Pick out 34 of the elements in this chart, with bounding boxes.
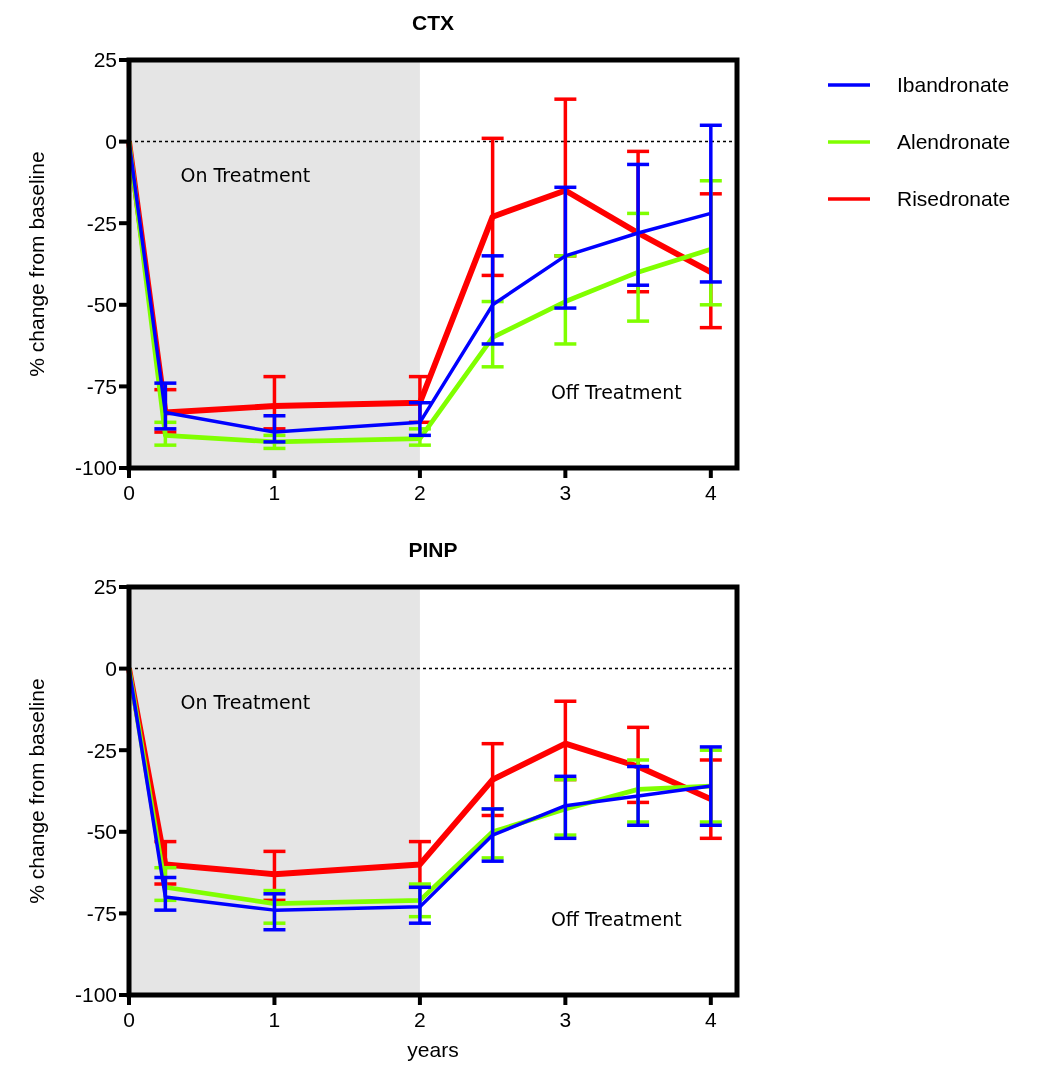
x-tick-label: 0: [123, 1008, 135, 1031]
y-axis-title: % change from baseline: [25, 678, 48, 904]
legend-label: Risedronate: [897, 187, 1011, 211]
x-tick-label: 2: [414, 481, 426, 504]
annotation: On Treatment: [180, 164, 311, 187]
y-tick-label: 25: [93, 575, 117, 599]
chart-title: PINP: [408, 538, 458, 561]
annotation: Off Treatment: [550, 380, 682, 403]
y-tick-label: 0: [105, 129, 117, 153]
x-tick-label: 1: [268, 481, 281, 504]
x-tick-label: 2: [414, 1008, 426, 1031]
x-tick-label: 1: [268, 1008, 281, 1031]
y-tick-label: -100: [74, 983, 117, 1007]
x-axis-title: years: [407, 1038, 459, 1061]
y-tick-label: -75: [86, 901, 117, 925]
legend-label: Alendronate: [897, 130, 1011, 154]
y-tick-label: 0: [105, 656, 117, 680]
y-tick-label: -25: [86, 211, 117, 235]
x-tick-label: 3: [559, 1008, 572, 1031]
y-tick-label: 25: [93, 48, 117, 72]
x-tick-label: 4: [704, 481, 717, 504]
x-tick-label: 0: [123, 481, 135, 504]
y-tick-label: -100: [74, 456, 117, 480]
x-tick-label: 3: [559, 481, 572, 504]
y-axis-title: % change from baseline: [25, 151, 48, 377]
y-tick-label: -50: [86, 820, 117, 844]
annotation: Off Treatment: [550, 907, 682, 930]
chart-title: CTX: [412, 11, 454, 34]
legend-label: Ibandronate: [897, 73, 1010, 97]
y-tick-label: -50: [86, 293, 117, 317]
y-tick-label: -25: [86, 738, 117, 762]
annotation: On Treatment: [180, 691, 311, 714]
y-tick-label: -75: [86, 374, 117, 398]
x-tick-label: 4: [704, 1008, 717, 1031]
